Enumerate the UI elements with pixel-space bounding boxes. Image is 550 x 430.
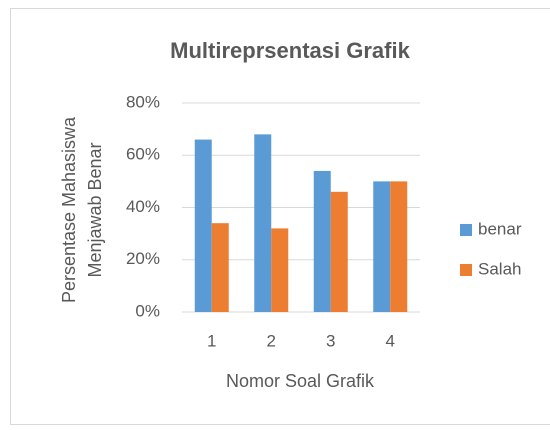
bar (373, 181, 390, 312)
x-tick-label: 2 (267, 331, 276, 350)
y-axis-label: Menjawab Benar (85, 142, 105, 277)
x-axis-label: Nomor Soal Grafik (226, 371, 375, 391)
y-tick-label: 0% (135, 301, 160, 320)
bar (271, 228, 288, 312)
bar (390, 181, 407, 312)
legend-swatch (460, 264, 472, 276)
bar (212, 223, 229, 312)
legend-swatch (460, 224, 472, 236)
bar (254, 134, 271, 312)
legend-label: Salah (478, 259, 521, 278)
y-tick-label: 80% (126, 92, 160, 111)
x-tick-label: 4 (386, 331, 395, 350)
legend-label: benar (478, 219, 522, 238)
y-tick-label: 60% (126, 145, 160, 164)
y-tick-label: 20% (126, 249, 160, 268)
bar (331, 192, 348, 312)
x-tick-label: 3 (326, 331, 335, 350)
chart-title: Multireprsentasi Grafik (170, 38, 410, 63)
bar (314, 171, 331, 312)
y-tick-label: 40% (126, 197, 160, 216)
x-tick-label: 1 (207, 331, 216, 350)
bar (195, 140, 212, 312)
y-axis-label: Persentase Mahasiswa (59, 116, 79, 303)
